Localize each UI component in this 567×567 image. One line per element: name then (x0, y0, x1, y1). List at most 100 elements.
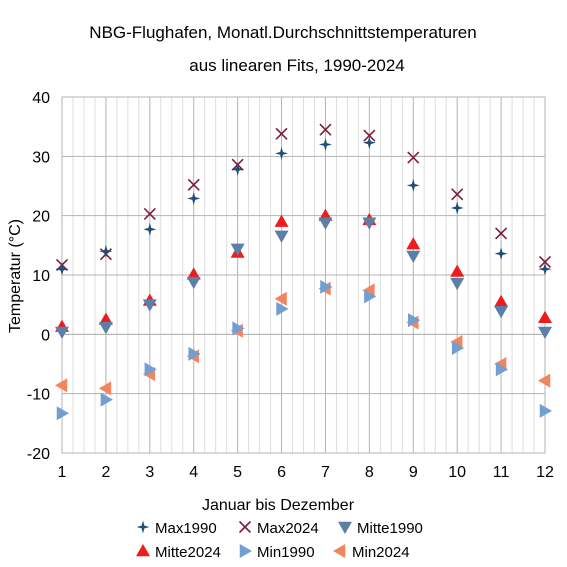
data-point-mitte2024 (98, 312, 113, 325)
data-point-max2024 (319, 123, 332, 136)
y-tick-label: 20 (32, 209, 50, 226)
x-tick-label: 2 (101, 464, 110, 481)
data-point-mitte1990 (494, 305, 509, 319)
data-point-mitte1990 (362, 217, 377, 230)
data-point-min1990 (495, 362, 509, 377)
data-point-min1990 (232, 321, 245, 336)
y-tick-label: -10 (27, 387, 50, 404)
data-point-max1990 (362, 136, 376, 150)
legend-label-max1990: Max1990 (155, 520, 217, 537)
data-point-min1990 (364, 289, 377, 304)
series-min2024 (55, 281, 551, 396)
legend: Max1990 Max2024 Mitte1990 Mitte2024 Min1990 M… (136, 520, 423, 561)
legend-marker-max1990 (136, 520, 150, 534)
x-axis-label: Januar bis Dezember (202, 497, 355, 514)
data-point-min1990 (408, 313, 421, 328)
legend-label-mitte2024: Mitte2024 (155, 544, 221, 561)
y-tick-label: 40 (32, 90, 50, 107)
data-point-min2024 (274, 291, 287, 306)
data-point-mitte1990 (98, 321, 113, 335)
data-points (55, 123, 552, 421)
legend-marker-min2024 (333, 544, 346, 558)
data-point-max2024 (538, 255, 552, 269)
chart-title: NBG-Flughafen, Monatl.Durchschnittstempe… (89, 23, 476, 42)
data-point-max1990 (450, 201, 464, 215)
y-tick-label: 0 (41, 327, 50, 344)
legend-marker-max2024 (238, 520, 252, 534)
x-tick-label: 10 (448, 464, 466, 481)
data-point-max1990 (275, 146, 289, 160)
data-point-max2024 (275, 127, 288, 140)
data-point-max1990 (231, 162, 245, 176)
data-point-mitte1990 (450, 278, 465, 291)
data-point-min1990 (56, 406, 69, 421)
x-tick-label: 12 (536, 464, 554, 481)
legend-label-max2024: Max2024 (257, 520, 319, 537)
data-point-mitte1990 (318, 217, 333, 230)
data-point-max1990 (406, 178, 420, 192)
grid (61, 96, 546, 454)
x-tick-label: 8 (365, 464, 374, 481)
y-tick-label: 10 (32, 268, 50, 285)
data-point-max1990 (99, 244, 113, 258)
x-tick-label: 7 (321, 464, 330, 481)
data-point-max1990 (538, 262, 552, 276)
data-point-max2024 (363, 129, 376, 142)
data-point-max2024 (407, 151, 420, 164)
x-tick-label: 3 (145, 464, 154, 481)
data-point-mitte2024 (274, 214, 289, 227)
x-tick-label: 1 (58, 464, 67, 481)
y-tick-label: 30 (32, 149, 50, 166)
x-tick-label: 5 (233, 464, 242, 481)
data-point-min1990 (451, 340, 465, 355)
series-mitte1990 (55, 217, 552, 339)
x-tick-label: 6 (277, 464, 286, 481)
y-axis-label: Temperatur (°C) (7, 219, 24, 333)
data-point-mitte1990 (186, 276, 201, 290)
data-point-max2024 (495, 227, 508, 240)
data-point-min1990 (276, 301, 289, 316)
data-point-mitte2024 (494, 294, 509, 307)
legend-label-min1990: Min1990 (257, 544, 315, 561)
data-point-max1990 (143, 222, 157, 236)
data-point-min1990 (144, 362, 157, 377)
data-point-max2024 (143, 207, 156, 220)
x-tick-label: 9 (409, 464, 418, 481)
data-point-mitte1990 (55, 326, 69, 339)
x-tick-label: 4 (189, 464, 198, 481)
data-point-min2024 (538, 373, 551, 388)
legend-label-min2024: Min2024 (352, 544, 410, 561)
data-point-mitte1990 (274, 230, 289, 243)
chart-subtitle: aus linearen Fits, 1990-2024 (189, 56, 404, 75)
data-point-max1990 (55, 262, 69, 276)
data-point-min1990 (320, 279, 333, 294)
data-point-min2024 (98, 381, 112, 396)
data-point-mitte2024 (186, 267, 201, 280)
data-point-mitte1990 (538, 326, 552, 339)
data-point-mitte1990 (230, 243, 245, 256)
series-max1990 (55, 136, 552, 276)
data-point-min1990 (100, 392, 113, 407)
data-point-max2024 (451, 188, 464, 201)
legend-label-mitte1990: Mitte1990 (357, 520, 423, 537)
data-point-mitte2024 (538, 310, 552, 323)
series-min1990 (56, 279, 552, 421)
legend-marker-mitte2024 (136, 544, 150, 557)
x-tick-label: 11 (493, 464, 510, 481)
legend-marker-mitte1990 (338, 521, 352, 534)
y-tick-label: -20 (27, 446, 50, 463)
data-point-mitte1990 (406, 250, 421, 264)
data-point-mitte2024 (406, 237, 421, 250)
data-point-min2024 (55, 378, 68, 393)
data-point-mitte2024 (450, 264, 465, 277)
data-point-max2024 (187, 178, 200, 191)
data-point-max1990 (494, 247, 508, 261)
data-point-min1990 (188, 346, 201, 361)
data-point-min1990 (539, 403, 552, 418)
legend-marker-min1990 (239, 544, 252, 558)
data-point-max1990 (318, 137, 332, 151)
data-point-mitte1990 (142, 299, 157, 312)
data-point-max1990 (187, 191, 201, 205)
